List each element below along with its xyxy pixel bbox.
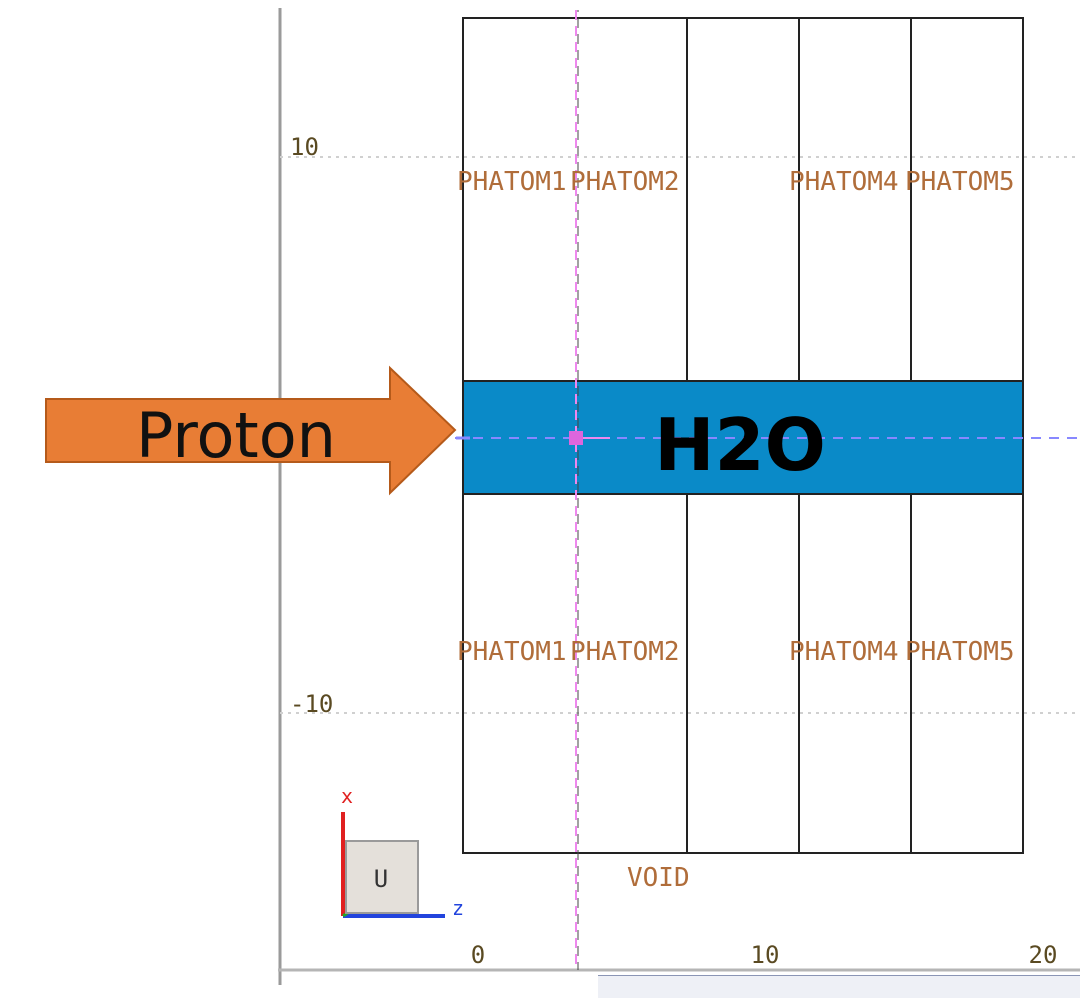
region-label-upper: PHATOM5 (905, 167, 1015, 197)
region-label-upper: PHATOM2 (570, 167, 680, 197)
region-label-lower: PHATOM5 (905, 637, 1015, 667)
view-u-button-label: U (374, 865, 388, 893)
beam-origin-marker[interactable] (569, 431, 583, 445)
proton-label: Proton (136, 399, 336, 472)
view-u-button[interactable]: U (345, 840, 419, 914)
region-label-lower: PHATOM1 (457, 637, 567, 667)
void-label: VOID (627, 863, 690, 893)
horizontal-tick-label: 10 (751, 941, 780, 969)
h2o-label: H2O (654, 403, 826, 487)
horizontal-tick-label: 20 (1029, 941, 1058, 969)
status-bar (598, 975, 1080, 998)
region-label-lower: PHATOM2 (570, 637, 680, 667)
vertical-tick-label: -10 (290, 690, 333, 718)
region-label-upper: PHATOM1 (457, 167, 567, 197)
triad-right-label: z (452, 896, 464, 920)
region-label-upper: PHATOM4 (789, 167, 899, 197)
horizontal-tick-label: 0 (471, 941, 485, 969)
vertical-tick-label: 10 (290, 133, 319, 161)
region-label-lower: PHATOM4 (789, 637, 899, 667)
proton-arrow (45, 365, 457, 496)
triad-up-label: x (341, 784, 353, 808)
